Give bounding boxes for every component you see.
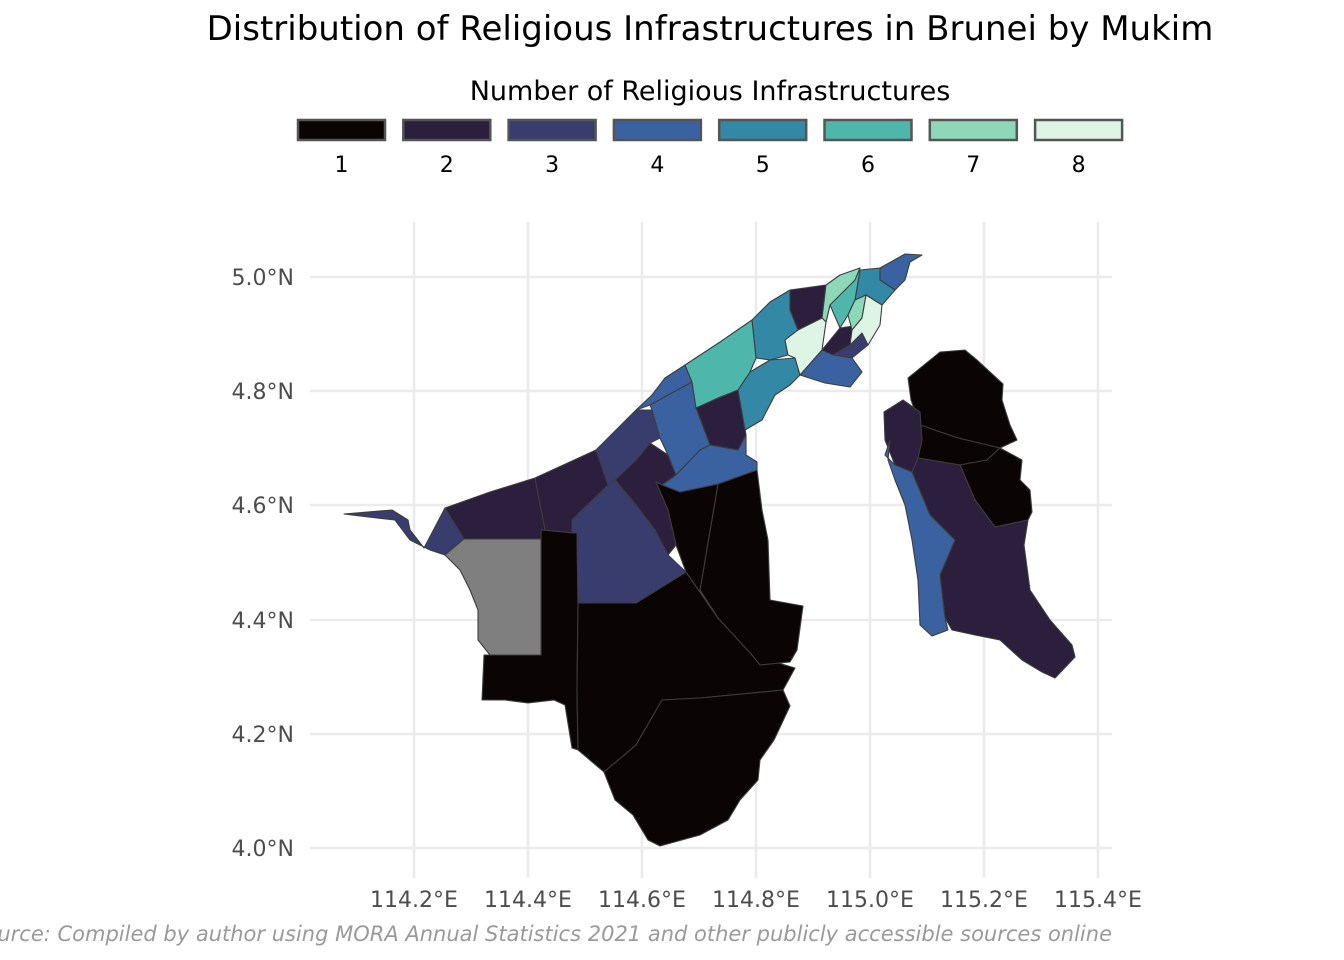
x-tick-label: 115.4°E (1054, 888, 1142, 913)
mukim-region (849, 294, 883, 346)
mukim-region (603, 689, 791, 847)
legend-label-5: 5 (756, 153, 770, 178)
y-tick-label: 4.4°N (232, 609, 294, 634)
mukim-region (737, 357, 801, 431)
x-tick-label: 114.4°E (484, 888, 572, 913)
y-tick-label: 4.2°N (232, 723, 294, 748)
mukim-region (784, 317, 827, 376)
legend-swatch-5 (717, 118, 808, 142)
legend-label-1: 1 (335, 153, 349, 178)
legend-swatch-4 (612, 118, 703, 142)
legend-swatch-7 (928, 118, 1019, 142)
x-tick-label: 114.8°E (712, 888, 800, 913)
x-tick-label: 114.6°E (598, 888, 686, 913)
mukim-region (799, 349, 863, 388)
x-axis-labels: 114.2°E 114.4°E 114.6°E 114.8°E 115.0°E … (370, 888, 1142, 913)
source-caption: Source: Compiled by author using MORA An… (0, 922, 1112, 946)
legend-label-8: 8 (1072, 153, 1086, 178)
legend-label-6: 6 (861, 153, 875, 178)
legend-title: Number of Religious Infrastructures (470, 76, 951, 107)
mukim-region (571, 479, 687, 604)
legend-swatch-2 (402, 118, 492, 142)
legend-label-2: 2 (440, 153, 454, 178)
y-tick-label: 4.8°N (232, 380, 294, 405)
legend-items: 1 2 3 4 5 6 7 8 (296, 118, 1124, 178)
chart-title: Distribution of Religious Infrastructure… (207, 9, 1214, 49)
legend-label-4: 4 (650, 153, 664, 178)
legend-swatch-6 (823, 118, 913, 142)
mukim-region (661, 434, 758, 493)
legend: Number of Religious Infrastructures 1 2 3 4… (296, 76, 1124, 178)
legend-swatch-1 (296, 118, 387, 142)
legend-swatch-3 (507, 118, 597, 142)
map-regions (343, 253, 1076, 847)
mukim-region (343, 507, 465, 556)
legend-label-7: 7 (966, 153, 980, 178)
mukim-region (444, 477, 546, 540)
y-axis-labels: 5.0°N 4.8°N 4.6°N 4.4°N 4.2°N 4.0°N (232, 266, 294, 862)
y-tick-label: 4.6°N (232, 494, 294, 519)
legend-label-3: 3 (545, 153, 559, 178)
x-tick-label: 115.2°E (940, 888, 1028, 913)
mukim-region (444, 538, 542, 656)
y-tick-label: 5.0°N (232, 266, 294, 291)
mukim-region (884, 439, 956, 637)
x-tick-label: 114.2°E (370, 888, 458, 913)
y-tick-label: 4.0°N (232, 837, 294, 862)
x-tick-label: 115.0°E (826, 888, 914, 913)
legend-swatch-8 (1033, 118, 1124, 142)
mukim-region (684, 319, 757, 409)
